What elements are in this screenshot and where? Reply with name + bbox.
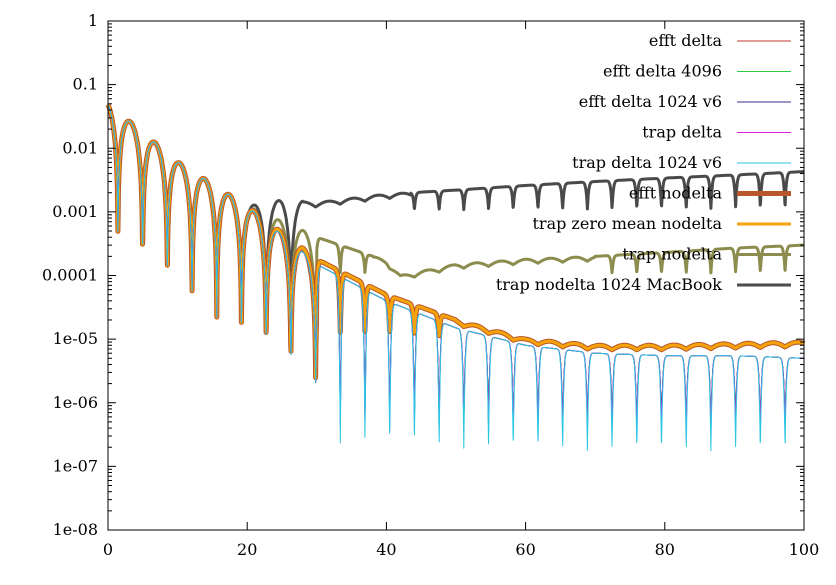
y-tick-label: 1e-07	[53, 456, 98, 475]
legend-label: trap nodelta	[622, 245, 722, 264]
legend: efft delta efft delta 4096 efft delta 1024…	[496, 31, 791, 294]
legend-label: trap delta	[642, 123, 722, 142]
y-tick-label: 0.001	[52, 202, 98, 221]
y-tick-label: 0.0001	[42, 266, 98, 285]
y-tick-label: 1e-05	[53, 329, 98, 348]
y-tick-label: 0.1	[73, 75, 98, 94]
legend-label: efft delta 1024 v6	[579, 92, 722, 111]
series-layer	[105, 102, 807, 452]
x-tick-label: 80	[655, 540, 675, 559]
series-line	[107, 104, 805, 452]
y-tick-label: 0.01	[62, 138, 98, 157]
legend-label: efft delta 4096	[603, 62, 722, 81]
x-axis: 0 20 40 60 80 100	[103, 21, 819, 559]
x-tick-label: 100	[789, 540, 820, 559]
legend-label: efft delta	[649, 31, 723, 50]
series-line	[105, 102, 807, 381]
x-tick-label: 60	[515, 540, 535, 559]
y-tick-label: 1e-08	[53, 520, 98, 539]
x-tick-label: 20	[237, 540, 257, 559]
series-line	[106, 103, 806, 380]
x-tick-label: 0	[103, 540, 113, 559]
y-tick-label: 1e-06	[53, 393, 98, 412]
y-tick-label: 1	[88, 11, 98, 30]
legend-label: trap nodelta 1024 MacBook	[496, 275, 722, 294]
legend-label: trap zero mean nodelta	[532, 214, 722, 233]
legend-label: trap delta 1024 v6	[572, 153, 722, 172]
y-axis: 1 0.1 0.01 0.001 0.0001 1e-05 1e-06 1e-07 1e-08	[42, 11, 804, 539]
x-tick-label: 40	[376, 540, 396, 559]
legend-label: efft nodelta	[629, 184, 723, 203]
